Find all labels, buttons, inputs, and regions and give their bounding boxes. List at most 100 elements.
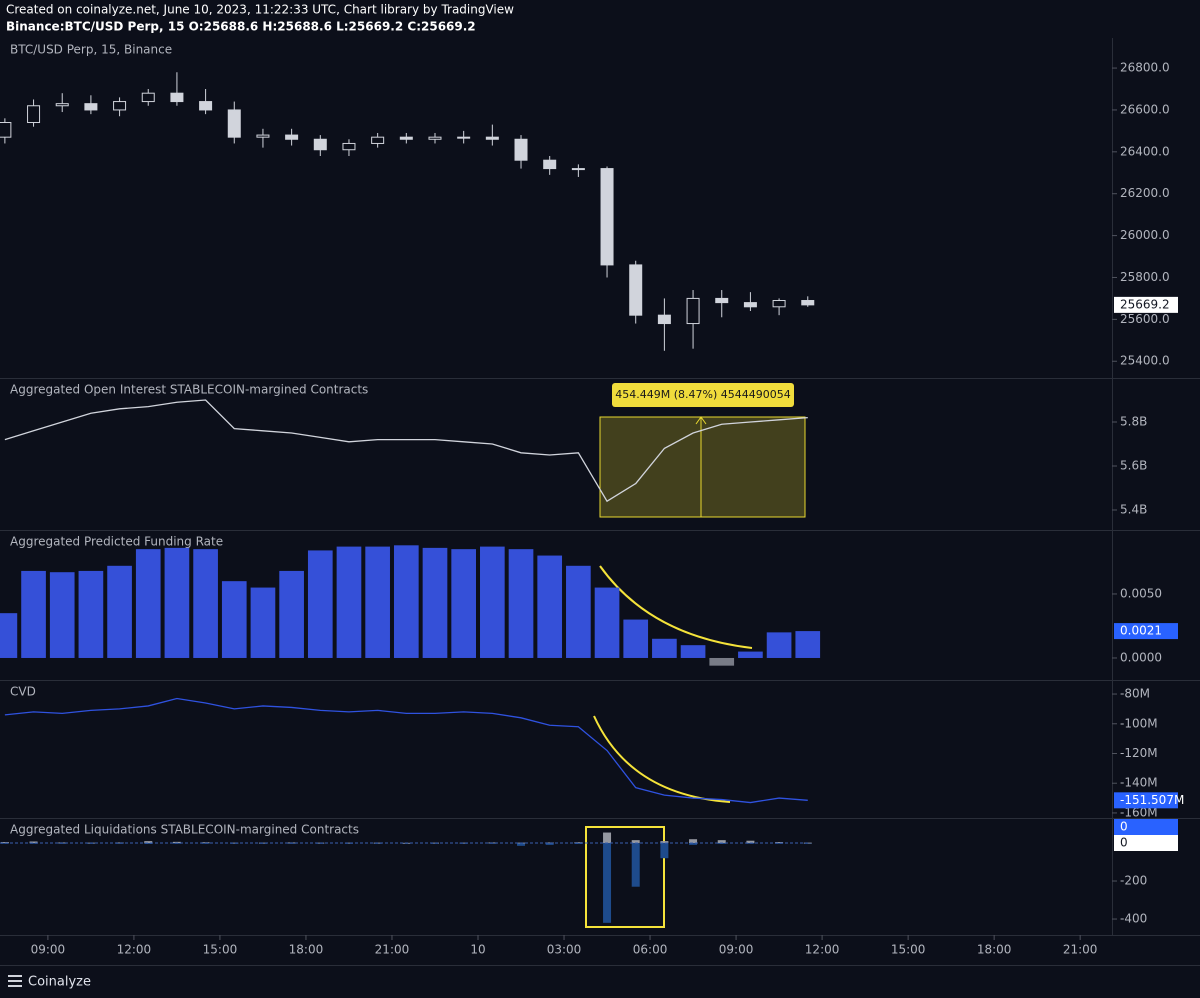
y-tick-label: -140M — [1120, 776, 1158, 790]
candle-body — [715, 297, 729, 304]
series-line — [4, 697, 808, 804]
x-tick-label: 06:00 — [633, 943, 668, 957]
candle-body — [256, 134, 270, 138]
bar — [221, 581, 247, 658]
bar — [29, 843, 38, 844]
bar — [660, 841, 669, 843]
x-tick-label: 18:00 — [289, 943, 324, 957]
candle-body — [84, 103, 98, 111]
y-tick-label: 25800.0 — [1120, 270, 1170, 284]
bar — [0, 842, 9, 843]
bar — [623, 619, 649, 658]
brand: Coinalyze — [28, 975, 91, 990]
candle-body — [571, 168, 585, 171]
last-value-label: 0 — [1120, 820, 1128, 834]
y-tick-label: 25400.0 — [1120, 354, 1170, 368]
bar — [29, 841, 38, 843]
bar — [566, 565, 591, 658]
y-tick-label: -120M — [1120, 746, 1158, 760]
bar — [307, 550, 333, 658]
x-tick-label: 15:00 — [203, 943, 238, 957]
candle-body — [743, 302, 757, 308]
bar — [365, 546, 390, 658]
candle-body — [113, 101, 127, 111]
measure-label: 454.449M (8.47%) 4544490054 — [615, 388, 790, 401]
bar — [709, 657, 735, 666]
bar — [517, 843, 526, 846]
candle-body — [170, 92, 184, 103]
last-value-box — [1114, 835, 1178, 851]
last-value-box — [1114, 296, 1178, 313]
bar — [451, 549, 477, 658]
trend-curve — [599, 565, 753, 649]
bar — [144, 841, 153, 843]
bar — [545, 843, 554, 845]
measure-box — [599, 416, 806, 518]
candle-body — [27, 105, 41, 124]
y-tick-label: 26200.0 — [1120, 186, 1170, 200]
y-tick-label: -160M — [1120, 805, 1158, 819]
measure-label-box — [612, 383, 794, 407]
bar — [689, 839, 698, 843]
last-value-label: -151.507M — [1120, 793, 1184, 807]
candle-body — [600, 168, 614, 266]
candle-body — [199, 101, 213, 111]
last-value-box — [1114, 623, 1178, 640]
bar — [107, 565, 132, 658]
bar — [115, 843, 124, 844]
candle-body — [543, 159, 557, 170]
y-tick-label: 0.0050 — [1120, 586, 1162, 600]
candle-body — [657, 314, 671, 325]
panel-borders — [0, 38, 1200, 966]
y-tick-label: 26000.0 — [1120, 228, 1170, 242]
bar — [545, 842, 554, 844]
candle-body — [55, 103, 69, 107]
x-tick-label: 21:00 — [1063, 943, 1098, 957]
y-tick-label: 26600.0 — [1120, 102, 1170, 116]
bar — [250, 587, 276, 658]
bar — [631, 843, 640, 887]
y-tick-label: -400 — [1120, 912, 1147, 926]
bar — [135, 549, 161, 658]
y-tick-label: -80M — [1120, 687, 1150, 701]
candle-body — [313, 138, 327, 151]
highlight-box — [585, 826, 665, 928]
bar — [775, 842, 784, 843]
y-tick-label: 25600.0 — [1120, 312, 1170, 326]
bar — [574, 843, 583, 844]
x-tick-label: 12:00 — [117, 943, 152, 957]
last-value-label: 25669.2 — [1120, 297, 1170, 311]
y-tick-label: -200 — [1120, 874, 1147, 888]
panel-title: Aggregated Predicted Funding Rate — [10, 535, 223, 549]
bar — [230, 842, 239, 844]
bar — [344, 842, 353, 844]
candle-body — [801, 300, 815, 306]
x-tick-label: 21:00 — [375, 943, 410, 957]
candle-body — [772, 300, 786, 308]
bar — [0, 843, 9, 844]
y-tick-label: 5.6B — [1120, 458, 1147, 472]
candle-body — [629, 264, 643, 316]
bar — [680, 645, 706, 658]
last-value-label: 0.0021 — [1120, 624, 1162, 638]
bar — [508, 549, 534, 658]
bar — [480, 546, 505, 658]
bar — [430, 842, 439, 844]
bar — [193, 549, 218, 658]
candle-body — [285, 134, 299, 140]
bar — [115, 842, 124, 844]
y-tick-label: -100M — [1120, 716, 1158, 730]
panel-title: BTC/USD Perp, 15, Binance — [10, 43, 172, 57]
bar — [717, 840, 726, 843]
last-value-box — [1114, 819, 1178, 835]
y-tick-label: 5.8B — [1120, 415, 1147, 429]
bar — [775, 843, 784, 844]
y-tick-label: 5.4B — [1120, 502, 1147, 516]
bar — [631, 840, 640, 843]
x-tick-label: 09:00 — [719, 943, 754, 957]
panel-title: Aggregated Open Interest STABLECOIN-marg… — [10, 383, 368, 397]
candle-body — [227, 109, 241, 138]
x-tick-label: 15:00 — [891, 943, 926, 957]
candle-body — [371, 136, 385, 144]
